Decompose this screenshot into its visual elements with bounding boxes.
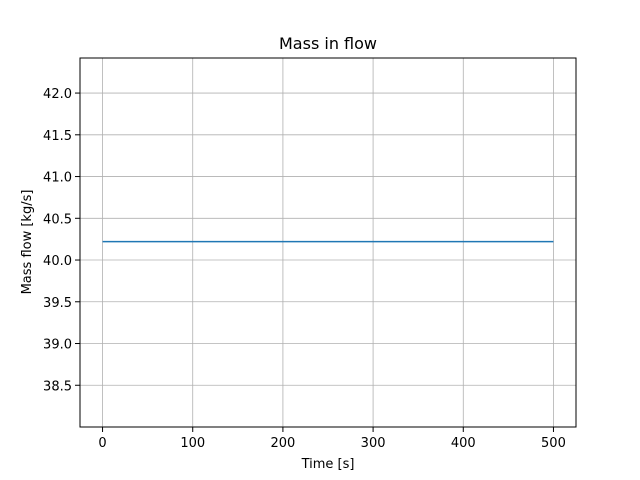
y-tick-label: 40.0: [43, 254, 72, 269]
y-tick-label: 41.0: [43, 171, 72, 186]
y-tick-label: 42.0: [43, 87, 72, 102]
x-tick-label: 300: [361, 436, 386, 451]
y-tick-label: 39.0: [43, 338, 72, 353]
x-axis-ticks: 0 100 200 300 400 500: [98, 427, 566, 451]
x-axis-label: Time [s]: [301, 457, 355, 472]
chart-title: Mass in flow: [279, 34, 377, 53]
y-tick-label: 39.5: [43, 296, 72, 311]
plot-frame: [79, 57, 577, 428]
x-tick-label: 100: [180, 436, 205, 451]
y-tick-label: 40.5: [43, 212, 72, 227]
grid: [80, 58, 576, 427]
x-tick-label: 200: [270, 436, 295, 451]
x-tick-label: 400: [451, 436, 476, 451]
x-tick-label: 0: [98, 436, 106, 451]
y-axis-label: Mass flow [kg/s]: [20, 190, 35, 295]
y-tick-label: 41.5: [43, 129, 72, 144]
y-tick-label: 38.5: [43, 379, 72, 394]
y-axis-ticks: 38.5 39.0 39.5 40.0 40.5 41.0 41.5 42.0: [43, 87, 80, 394]
x-tick-label: 500: [541, 436, 566, 451]
